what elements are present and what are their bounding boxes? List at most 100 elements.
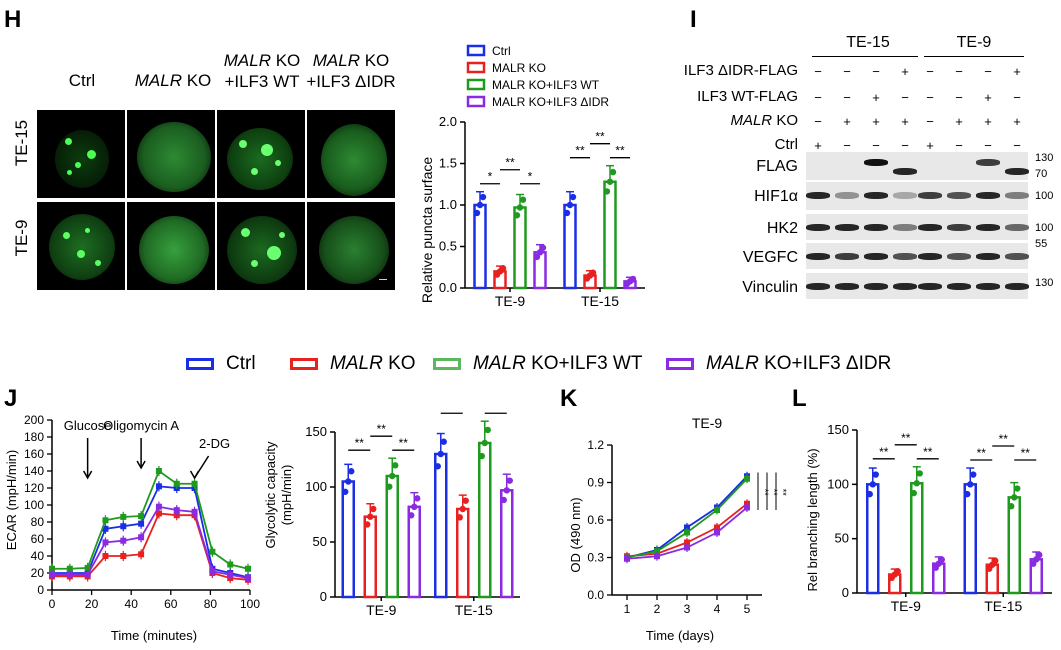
wb-sign: +: [984, 114, 992, 129]
panel-label-i: I: [690, 6, 697, 33]
wb-band: [947, 253, 971, 260]
data-point: [342, 488, 349, 495]
legend-ilf3-wt: MALR KO+ILF3 WT: [433, 353, 642, 375]
wb-sign: −: [872, 138, 880, 153]
data-marker: [173, 512, 180, 519]
y-tick-label: 140: [24, 464, 44, 478]
data-marker: [138, 513, 145, 520]
y-tick-label: 50: [835, 531, 849, 546]
bar: [500, 489, 514, 599]
sig-label: **: [901, 431, 911, 445]
x-tick-label: 4: [714, 602, 721, 616]
wb-sign: +: [926, 138, 934, 153]
puncta-ylabel: Relative puncta surface: [419, 157, 435, 304]
y-tick-label: 2.0: [439, 114, 457, 129]
data-point: [533, 253, 541, 261]
legend-swatch: [466, 61, 486, 74]
wb-sign: +: [984, 90, 992, 105]
wb-sign: +: [872, 114, 880, 129]
legend-swatch-ilf3-wt: [433, 358, 461, 370]
y-tick-label: 20: [31, 566, 45, 580]
category-label: TE-9: [891, 598, 922, 614]
data-marker: [227, 561, 234, 568]
annotation-label: Oligomycin A: [103, 418, 179, 433]
legend-ilf3-didr: MALR KO+ILF3 ΔIDR: [666, 353, 891, 375]
sig-label: **: [1021, 446, 1031, 460]
bar: [363, 515, 377, 599]
legend-malr-ko: MALR KO: [290, 353, 416, 375]
legend-label: MALR KO+ILF3 ΔIDR: [492, 95, 609, 109]
y-tick-label: 0.9: [587, 476, 604, 490]
category-label: TE-15: [455, 602, 493, 618]
bar: [473, 203, 487, 290]
category-label: TE-15: [581, 293, 619, 309]
sig-label: **: [491, 410, 501, 413]
data-point: [434, 463, 441, 470]
glyco-ylabel-2: (mpH/min): [279, 465, 294, 526]
y-tick-label: 60: [31, 532, 45, 546]
data-point: [516, 204, 524, 211]
data-marker: [684, 544, 690, 551]
bar: [910, 481, 924, 595]
wb-band: [918, 253, 942, 260]
data-marker: [191, 480, 198, 487]
bar: [866, 483, 880, 595]
x-tick-label: 0: [49, 597, 56, 611]
data-marker: [191, 508, 198, 515]
data-marker: [49, 565, 55, 572]
data-point: [910, 489, 917, 497]
data-marker: [120, 553, 127, 559]
data-point: [348, 468, 355, 475]
wb-sign: −: [814, 90, 822, 105]
legend-ctrl: Ctrl: [186, 353, 256, 375]
wb-band: [893, 168, 917, 175]
data-marker: [138, 534, 145, 541]
data-marker: [624, 555, 630, 562]
y-tick-label: 0: [320, 589, 327, 604]
legend-swatch-malr-ko: [290, 358, 318, 370]
wb-band: [806, 253, 830, 260]
wb-band: [1005, 283, 1029, 290]
wb-band: [893, 283, 917, 290]
y-tick-label: 50: [313, 534, 327, 549]
data-marker: [66, 565, 73, 572]
wb-sign: −: [955, 90, 963, 105]
legend-label: MALR KO+ILF3 WT: [492, 78, 600, 92]
wb-sign: −: [814, 114, 822, 129]
sig-label: **: [615, 144, 625, 158]
legend-swatch-ctrl: [186, 358, 214, 370]
y-tick-label: 0.0: [587, 588, 604, 602]
wb-mw-marker: 70: [1035, 168, 1048, 180]
data-point: [894, 568, 901, 575]
od-xlabel: Time (days): [646, 628, 714, 643]
x-tick-label: 60: [164, 597, 178, 611]
puncta-legend: Ctrl MALR KO MALR KO+ILF3 WT MALR KO+ILF3 Δ…: [466, 44, 609, 109]
data-marker: [714, 529, 720, 536]
data-point: [345, 478, 352, 485]
puncta-chart: Ctrl MALR KO MALR KO+ILF3 WT MALR KO+ILF3 Δ…: [419, 44, 645, 309]
wb-sign: +: [901, 64, 909, 79]
micrograph-te9-ilf3-wt: [217, 202, 305, 290]
wb-sign: +: [1013, 64, 1021, 79]
col-header-malr-ko-ilf3-didr: MALR KO +ILF3 ΔIDR: [306, 51, 396, 91]
wb-group-te9: TE-9: [956, 34, 992, 51]
data-point: [389, 472, 396, 480]
y-tick-label: 80: [31, 515, 45, 529]
legend-label: Ctrl: [492, 44, 511, 58]
y-tick-label: 200: [24, 413, 44, 427]
wb-sign: +: [901, 114, 909, 129]
category-label: TE-9: [366, 602, 397, 618]
wb-sign: −: [872, 64, 880, 79]
data-marker: [102, 525, 109, 532]
wb-band: [976, 192, 1000, 199]
wb-band: [947, 192, 971, 199]
data-marker: [684, 529, 690, 536]
data-marker: [684, 524, 690, 531]
wb-group-line-te9: [924, 56, 1024, 57]
sig-label: **: [923, 445, 933, 459]
wb-band: [976, 253, 1000, 260]
data-point: [916, 470, 923, 477]
wb-band: [835, 192, 859, 199]
od-chart: TE-9 OD (490 nm) Time (days) 0.0 0.3 0.6 0.…: [568, 415, 788, 643]
data-point: [479, 193, 487, 201]
